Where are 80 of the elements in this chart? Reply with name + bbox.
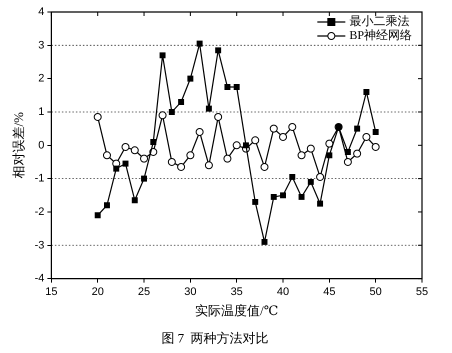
point xyxy=(260,162,268,171)
point xyxy=(362,132,370,141)
point xyxy=(113,166,120,172)
x-tick-label: 50 xyxy=(370,286,382,298)
x-tick-label: 45 xyxy=(323,286,336,298)
x-tick-label: 25 xyxy=(138,286,150,298)
point xyxy=(177,162,186,171)
point xyxy=(168,109,175,115)
point xyxy=(279,132,288,141)
point xyxy=(298,151,306,160)
y-axis-title: 相对误差/% xyxy=(11,112,26,179)
x-tick-label: 20 xyxy=(92,286,104,298)
point xyxy=(168,158,176,166)
point xyxy=(234,84,240,90)
point xyxy=(224,84,230,90)
point xyxy=(214,112,222,121)
point xyxy=(141,176,148,182)
point xyxy=(130,146,139,154)
point xyxy=(308,178,314,185)
y-tick-label: -1 xyxy=(34,172,44,185)
point xyxy=(132,197,138,204)
point xyxy=(94,112,102,121)
point xyxy=(178,99,184,105)
point xyxy=(325,140,334,148)
point xyxy=(187,76,194,82)
legend-label: 最小二乘法 xyxy=(349,14,410,28)
point xyxy=(158,111,167,120)
point xyxy=(363,89,370,95)
text: 图 7 两种方法对比 xyxy=(161,330,269,346)
point xyxy=(140,154,148,163)
point xyxy=(196,128,204,136)
x-tick-label: 40 xyxy=(276,286,290,298)
point xyxy=(270,124,278,133)
point xyxy=(104,202,110,208)
point xyxy=(186,151,194,160)
y-tick-label: 2 xyxy=(38,72,44,85)
point xyxy=(102,151,111,160)
point xyxy=(262,238,268,245)
point xyxy=(372,128,379,135)
point xyxy=(206,106,212,112)
point xyxy=(372,142,380,151)
x-tick-label: 30 xyxy=(184,286,196,298)
point xyxy=(150,138,156,145)
point xyxy=(289,174,296,180)
x-tick-label: 35 xyxy=(230,286,243,298)
point xyxy=(354,126,360,132)
y-tick-label: 0 xyxy=(38,139,44,152)
point xyxy=(251,136,260,144)
point xyxy=(223,154,232,163)
point xyxy=(317,200,324,207)
point xyxy=(270,194,277,200)
y-tick-label: 3 xyxy=(38,39,44,52)
point xyxy=(160,52,166,58)
point xyxy=(232,141,241,150)
x-tick-label: 15 xyxy=(45,286,58,298)
point xyxy=(122,160,128,167)
point xyxy=(280,192,286,198)
y-tick-label: -2 xyxy=(34,206,44,218)
point xyxy=(306,144,315,153)
point xyxy=(353,150,362,158)
y-tick-label: -3 xyxy=(34,239,44,252)
point xyxy=(316,172,324,181)
y-tick-label: 4 xyxy=(38,6,44,18)
x-axis-title: 实际温度值/℃ xyxy=(195,303,278,318)
point xyxy=(344,158,352,166)
point xyxy=(326,152,332,158)
x-tick-label: 55 xyxy=(416,286,428,298)
y-tick-label: 1 xyxy=(38,106,44,118)
point xyxy=(252,198,258,205)
point xyxy=(344,148,351,155)
point xyxy=(122,142,130,151)
point xyxy=(288,122,296,131)
point xyxy=(215,47,222,54)
point xyxy=(204,161,213,170)
point xyxy=(242,142,249,148)
legend-label: BP神经网络 xyxy=(349,28,412,42)
point xyxy=(298,194,305,200)
point xyxy=(94,212,101,218)
point xyxy=(196,40,203,47)
y-tick-label: -4 xyxy=(34,272,44,285)
